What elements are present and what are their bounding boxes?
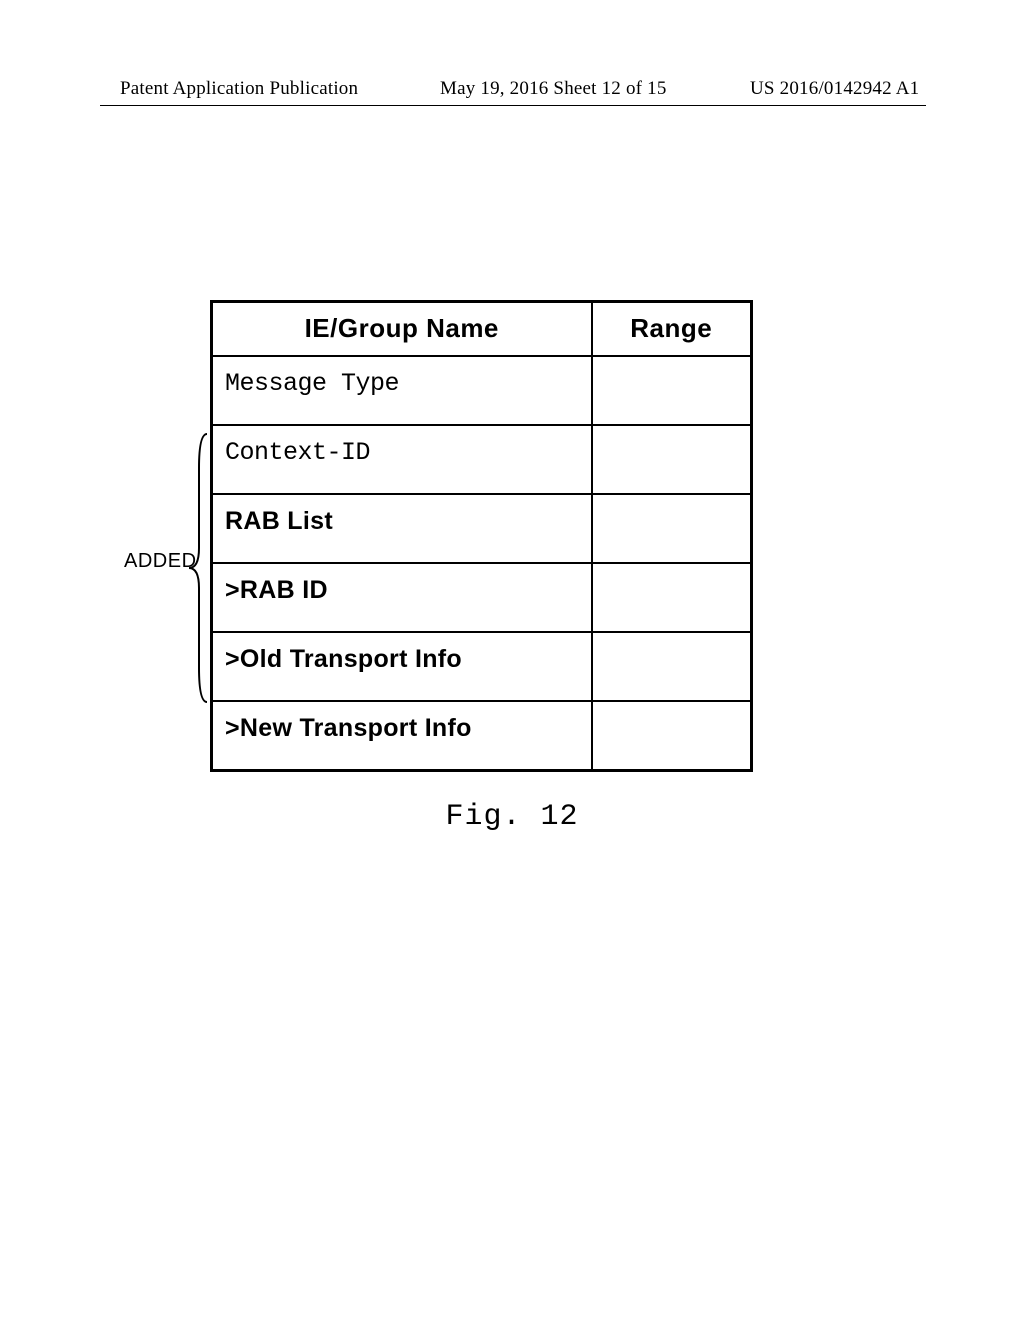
cell-range — [592, 425, 752, 494]
cell-range — [592, 701, 752, 771]
cell-name: >New Transport Info — [212, 701, 592, 771]
header-date-sheet: May 19, 2016 Sheet 12 of 15 — [440, 78, 667, 100]
header-pub-number: US 2016/0142942 A1 — [750, 78, 919, 100]
cell-name: >Old Transport Info — [212, 632, 592, 701]
table-row: >RAB ID — [212, 563, 752, 632]
column-header-name: IE/Group Name — [212, 302, 592, 357]
cell-range — [592, 356, 752, 425]
cell-name: Message Type — [212, 356, 592, 425]
ie-group-table: IE/Group Name Range Message Type Context… — [210, 300, 753, 772]
curly-brace-icon — [185, 428, 211, 708]
cell-name: Context-ID — [212, 425, 592, 494]
table-row: RAB List — [212, 494, 752, 563]
table-header-row: IE/Group Name Range — [212, 302, 752, 357]
figure-caption: Fig. 12 — [0, 800, 1024, 834]
cell-range — [592, 632, 752, 701]
cell-name: >RAB ID — [212, 563, 592, 632]
table-row: >New Transport Info — [212, 701, 752, 771]
table-row: >Old Transport Info — [212, 632, 752, 701]
column-header-range: Range — [592, 302, 752, 357]
header-publication: Patent Application Publication — [120, 78, 358, 100]
table-row: Context-ID — [212, 425, 752, 494]
cell-range — [592, 494, 752, 563]
cell-range — [592, 563, 752, 632]
table-row: Message Type — [212, 356, 752, 425]
cell-name: RAB List — [212, 494, 592, 563]
header-divider — [100, 105, 926, 106]
